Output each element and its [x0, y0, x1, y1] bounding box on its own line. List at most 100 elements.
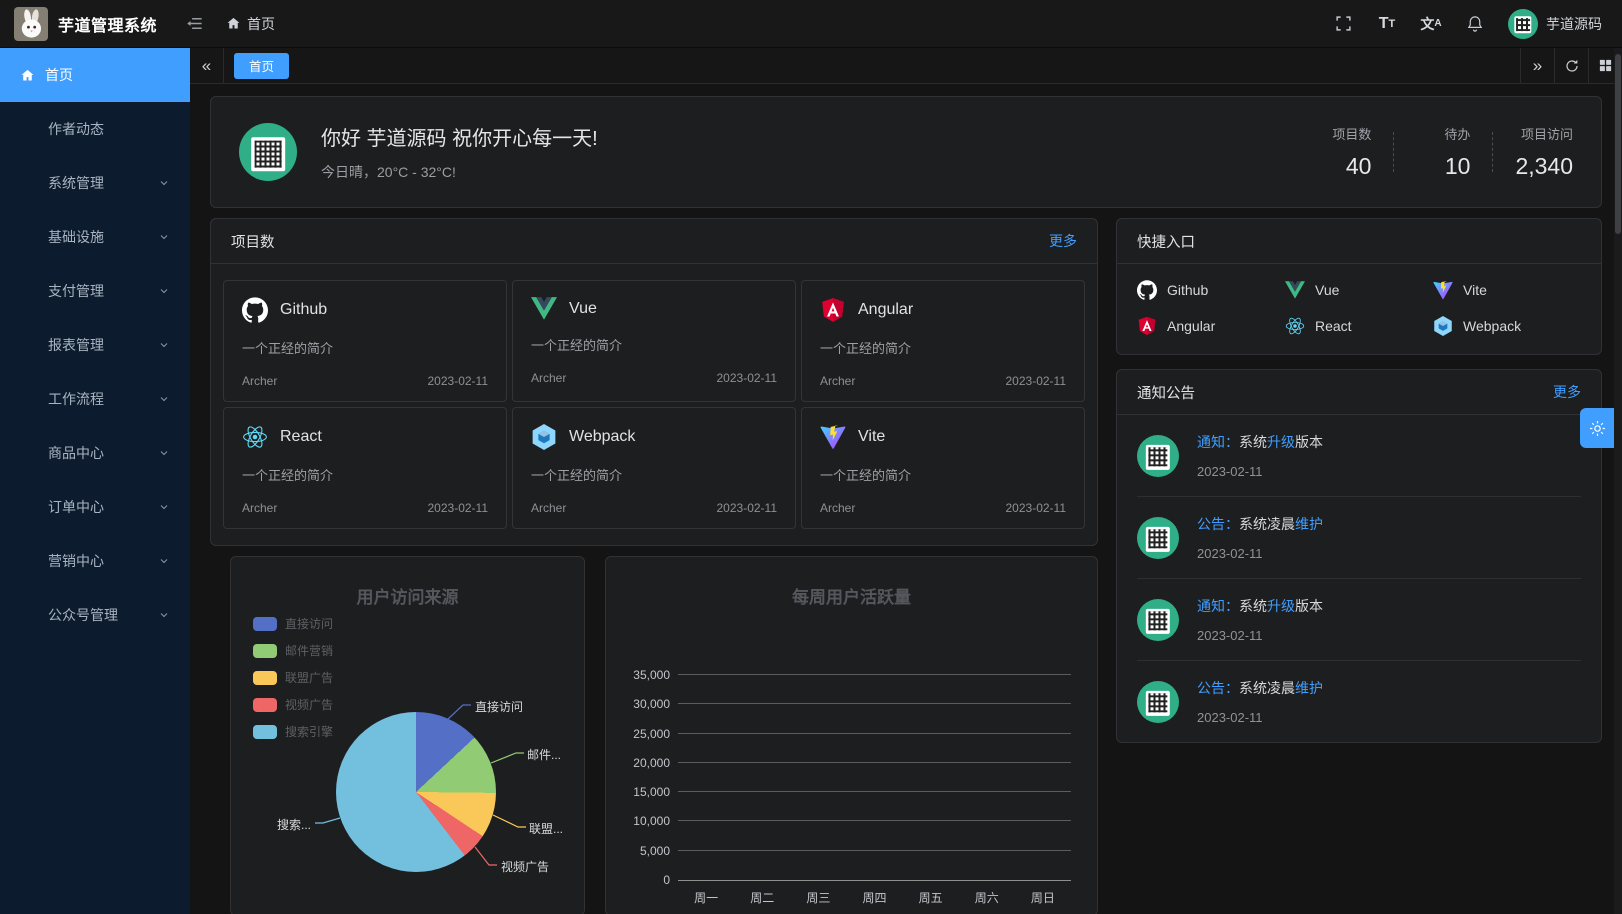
bar-series [678, 675, 1071, 880]
notices-panel-title: 通知公告 [1137, 385, 1195, 402]
github-icon [1137, 280, 1157, 300]
fullscreen-icon[interactable] [1332, 13, 1354, 35]
vite-icon [820, 424, 846, 450]
legend-item[interactable]: 搜索引擎 [253, 723, 333, 740]
notification-bell-icon[interactable] [1464, 13, 1486, 35]
home-icon [21, 69, 34, 80]
layout-grid-icon[interactable] [1588, 48, 1622, 83]
vue-icon [1285, 281, 1305, 299]
legend-item[interactable]: 视频广告 [253, 696, 333, 713]
notice-avatar [1137, 680, 1179, 723]
sidebar: 首页 作者动态 系统管理 基础设施 支付管理 报表管理 工作流程 商品中心 订单… [0, 48, 190, 914]
welcome-card: 你好 芋道源码 祝你开心每一天! 今日晴，20°C - 32°C! 项目数 40… [210, 96, 1602, 208]
chevron-down-icon [158, 177, 170, 189]
project-card-react[interactable]: React 一个正经的简介 Archer 2023-02-11 [223, 407, 507, 529]
settings-gear-button[interactable] [1580, 408, 1614, 448]
legend-item[interactable]: 直接访问 [253, 615, 333, 632]
x-axis-tick-label: 周六 [974, 891, 999, 905]
project-card-vite[interactable]: Vite 一个正经的简介 Archer 2023-02-11 [801, 407, 1085, 529]
sidebar-item-product[interactable]: 商品中心 [0, 426, 190, 480]
pie-legend: 直接访问 邮件营销 联盟广告 视频广告 搜索引擎 [253, 615, 333, 750]
shortcut-vite[interactable]: Vite [1433, 280, 1581, 300]
notice-date: 2023-02-11 [1197, 710, 1263, 725]
shortcut-vue[interactable]: Vue [1285, 280, 1433, 300]
tabs-scroll-right-icon[interactable]: » [1520, 48, 1554, 83]
vue-icon [531, 297, 557, 320]
x-axis-tick-label: 周二 [750, 891, 775, 905]
tabs-scroll-left-icon[interactable]: « [190, 48, 224, 83]
tab-home[interactable]: 首页 [234, 52, 290, 79]
github-icon [242, 297, 268, 323]
gridline [678, 732, 1071, 734]
main-content: 你好 芋道源码 祝你开心每一天! 今日晴，20°C - 32°C! 项目数 40… [190, 84, 1614, 914]
notice-title[interactable]: 公告：系统凌晨维护 [1197, 516, 1323, 532]
refresh-icon[interactable] [1554, 48, 1588, 83]
app-title: 芋道管理系统 [58, 17, 158, 35]
welcome-weather: 今日晴，20°C - 32°C! [321, 164, 456, 180]
notice-title[interactable]: 通知：系统升级版本 [1197, 434, 1323, 450]
project-card-webpack[interactable]: Webpack 一个正经的简介 Archer 2023-02-11 [512, 407, 796, 529]
notices-more-link[interactable]: 更多 [1553, 384, 1581, 400]
y-axis-tick-label: 10,000 [633, 814, 670, 829]
pie-callout-label: 视频广告 [501, 860, 550, 874]
project-card-github[interactable]: Github 一个正经的简介 Archer 2023-02-11 [223, 280, 507, 402]
notice-avatar [1137, 434, 1179, 477]
notice-title[interactable]: 公告：系统凌晨维护 [1197, 680, 1323, 696]
sidebar-item-system[interactable]: 系统管理 [0, 156, 190, 210]
sidebar-item-workflow[interactable]: 工作流程 [0, 372, 190, 426]
gridline [678, 820, 1071, 822]
sidebar-item-marketing[interactable]: 营销中心 [0, 534, 190, 588]
legend-item[interactable]: 邮件营销 [253, 642, 333, 659]
pie-chart-title: 用户访问来源 [356, 588, 459, 607]
project-card-vue[interactable]: Vue 一个正经的简介 Archer 2023-02-11 [512, 280, 796, 402]
bar-plot: 0 5,000 10,000 15,000 20,000 25,000 30,000 35,0… [633, 668, 1071, 887]
projects-more-link[interactable]: 更多 [1049, 233, 1077, 249]
pie-callout-lines [315, 704, 526, 866]
y-axis-tick-label: 0 [663, 873, 670, 887]
chevron-down-icon [158, 609, 170, 621]
notice-item: 通知：系统升级版本 2023-02-11 [1137, 415, 1581, 497]
shortcut-github[interactable]: Github [1137, 280, 1285, 300]
project-card-angular[interactable]: Angular 一个正经的简介 Archer 2023-02-11 [801, 280, 1085, 402]
sidebar-item-report[interactable]: 报表管理 [0, 318, 190, 372]
angular-icon [1137, 316, 1157, 336]
shortcuts-panel: 快捷入口 Github Vue Vite [1116, 218, 1602, 355]
webpack-icon [1433, 316, 1453, 336]
home-icon [227, 17, 240, 29]
chevron-down-icon [158, 231, 170, 243]
legend-item[interactable]: 联盟广告 [253, 669, 333, 686]
pie-chart[interactable] [336, 712, 496, 872]
app-logo-rabbit[interactable] [14, 6, 48, 41]
angular-icon [820, 297, 846, 323]
sidebar-item-infra[interactable]: 基础设施 [0, 210, 190, 264]
sidebar-item-pay[interactable]: 支付管理 [0, 264, 190, 318]
notice-title[interactable]: 通知：系统升级版本 [1197, 598, 1323, 614]
page-scrollbar[interactable] [1614, 48, 1622, 914]
breadcrumb-home[interactable]: 首页 [247, 15, 276, 32]
chevron-down-icon [158, 447, 170, 459]
sidebar-item-order[interactable]: 订单中心 [0, 480, 190, 534]
welcome-title: 你好 芋道源码 祝你开心每一天! [321, 128, 598, 150]
react-icon [242, 424, 268, 450]
projects-panel: 项目数 更多 Github 一个正经的简介 Archer 2023-02-11 [210, 218, 1098, 546]
menu-collapse-icon[interactable] [185, 14, 204, 33]
shortcut-webpack[interactable]: Webpack [1433, 316, 1581, 336]
gridline [678, 674, 1071, 675]
breadcrumb[interactable]: 首页 [226, 14, 275, 34]
gridline [678, 703, 1071, 705]
sidebar-item-author-news[interactable]: 作者动态 [48, 121, 104, 137]
sidebar-item-wechat-mp[interactable]: 公众号管理 [0, 588, 190, 642]
user-menu[interactable]: 芋道源码 [1508, 8, 1602, 39]
sidebar-item-home[interactable]: 首页 [0, 48, 190, 102]
shortcut-react[interactable]: React [1285, 316, 1433, 336]
chevron-down-icon [158, 555, 170, 567]
scrollbar-thumb[interactable] [1615, 54, 1621, 234]
gridline [678, 849, 1071, 851]
y-axis-tick-label: 15,000 [633, 785, 670, 800]
shortcut-angular[interactable]: Angular [1137, 316, 1285, 336]
notice-date: 2023-02-11 [1197, 628, 1263, 643]
bar-chart-card: 每周用户活跃量 0 5,000 10,000 15,000 20,000 25,000 30… [605, 556, 1098, 914]
